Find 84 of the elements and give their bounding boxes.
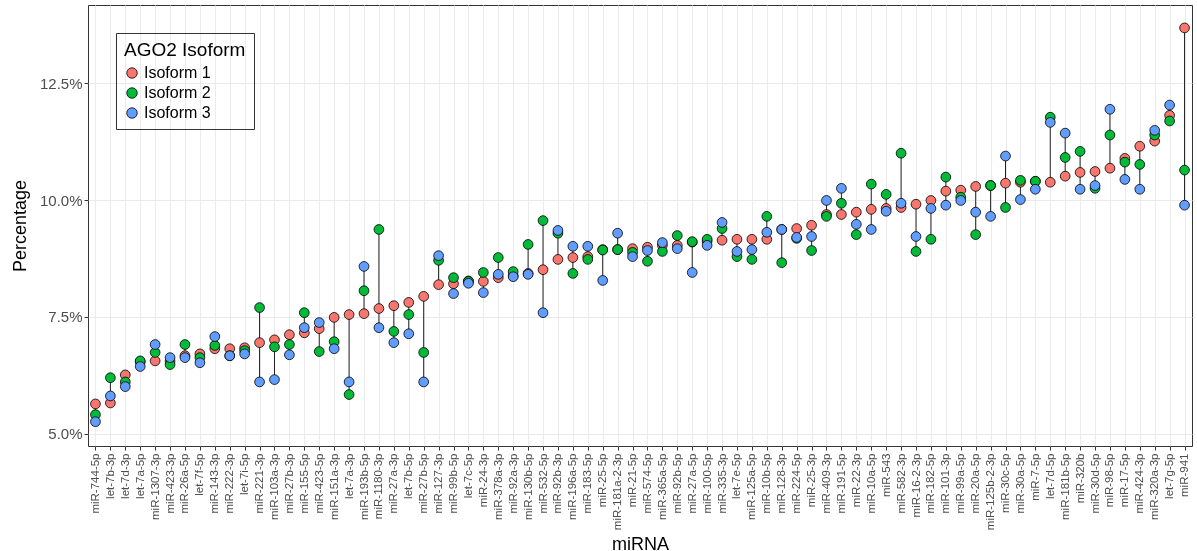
x-tick-label: miR-26a-5p — [178, 453, 191, 514]
legend-label: Isoform 3 — [144, 104, 211, 121]
x-axis-title: miRNA — [612, 534, 669, 551]
x-tick-label: miR-27b-5p — [417, 453, 430, 514]
x-tick-label: miR-335-3p — [715, 453, 728, 514]
x-tick-label: miR-151a-3p — [327, 453, 340, 520]
x-tick-label: miR-10b-5p — [760, 453, 773, 514]
x-tick-label: miR-222-3p — [223, 453, 236, 514]
x-tick-label: let-7f-5p — [193, 453, 206, 496]
x-tick-label: let-7e-5p — [730, 453, 743, 499]
legend-title: AGO2 Isoform — [124, 39, 246, 60]
x-tick-label: miR-191-5p — [834, 453, 847, 514]
x-tick-label: let-7b-5p — [402, 453, 415, 499]
x-tick-label: miR-320a-3p — [1148, 453, 1161, 520]
y-axis-title: Percentage — [9, 179, 30, 273]
x-tick-label: miR-99b-5p — [447, 453, 460, 514]
x-tick-label: miR-103a-3p — [267, 453, 280, 520]
x-tick-label: miR-125b-2-3p — [984, 453, 997, 531]
x-tick-label: miR-17-5p — [1118, 453, 1131, 508]
x-tick-label: miR-532-5p — [536, 453, 549, 514]
x-tick-label: miR-744-5p — [88, 453, 101, 514]
x-tick-label: let-7d-5p — [1043, 453, 1056, 499]
x-tick-label: miR-27a-3p — [387, 453, 400, 514]
x-tick-label: let-7c-5p — [461, 453, 474, 499]
x-tick-label: miR-92b-3p — [551, 453, 564, 514]
x-tick-label: miR-128-3p — [775, 453, 788, 514]
x-tick-label: miR-27b-3p — [282, 453, 295, 514]
x-tick-label: miR-409-3p — [819, 453, 832, 514]
x-tick-label: miR-196a-5p — [566, 453, 579, 520]
x-tick-label: miR-365a-5p — [655, 453, 668, 520]
x-tick-label: miR-193b-5p — [357, 453, 370, 520]
legend-label: Isoform 2 — [144, 84, 211, 101]
x-tick-label: let-7a-5p — [133, 453, 146, 499]
x-tick-label: miR-130b-5p — [521, 453, 534, 520]
x-tick-label: let-7g-5p — [1163, 453, 1176, 499]
x-tick-label: miR-543 — [879, 453, 892, 497]
x-tick-label: miR-25-3p — [805, 453, 818, 508]
x-tick-label: miR-127-3p — [432, 453, 445, 514]
y-tick-label: 10.0% — [39, 191, 83, 209]
x-tick-label: miR-183-5p — [581, 453, 594, 514]
y-tick-label: 12.5% — [39, 74, 83, 92]
x-tick-label: miR-7-5p — [1028, 453, 1041, 501]
y-tick-label: 7.5% — [48, 308, 83, 326]
x-tick-label: miR-21-5p — [626, 453, 639, 508]
x-tick-label: let-7a-3p — [342, 453, 355, 499]
x-tick-label: miR-92a-3p — [506, 453, 519, 514]
x-tick-label: miR-16-2-3p — [909, 453, 922, 518]
x-tick-label: let-7d-3p — [118, 453, 131, 499]
x-tick-label: miR-30c-5p — [999, 453, 1012, 513]
x-tick-label: miR-143-3p — [208, 453, 221, 514]
y-tick-label: 5.0% — [48, 425, 83, 443]
x-tick-label: let-7b-3p — [103, 453, 116, 499]
x-tick-label: miR-20a-5p — [969, 453, 982, 514]
x-tick-label: miR-182-5p — [924, 453, 937, 514]
x-tick-label: miR-125a-5p — [745, 453, 758, 520]
x-tick-label: miR-155-5p — [297, 453, 310, 514]
x-tick-label: miR-1307-3p — [148, 453, 161, 520]
x-tick-label: miR-221-3p — [253, 453, 266, 514]
x-tick-label: miR-320b — [1073, 453, 1086, 504]
x-tick-label: miR-423-3p — [163, 453, 176, 514]
x-tick-label: miR-24-3p — [476, 453, 489, 508]
x-tick-label: miR-101-3p — [939, 453, 952, 514]
x-tick-label: miR-10a-5p — [864, 453, 877, 514]
x-tick-label: miR-181a-2-3p — [611, 453, 624, 531]
x-tick-label: miR-30a-5p — [1013, 453, 1026, 514]
x-tick-label: miR-582-3p — [894, 453, 907, 514]
x-tick-label: miR-181b-5p — [1058, 453, 1071, 520]
x-tick-label: miR-941 — [1178, 453, 1191, 497]
x-tick-label: miR-92b-5p — [670, 453, 683, 514]
x-tick-label: miR-25-5p — [596, 453, 609, 508]
x-tick-label: miR-574-5p — [640, 453, 653, 514]
x-tick-label: miR-100-5p — [700, 453, 713, 514]
x-tick-label: miR-424-3p — [1133, 453, 1146, 514]
x-tick-label: miR-22-3p — [849, 453, 862, 508]
x-tick-label: let-7i-5p — [238, 453, 251, 496]
x-tick-label: miR-30d-5p — [1088, 453, 1101, 514]
x-tick-label: miR-1180-3p — [372, 453, 385, 520]
x-tick-label: miR-378a-3p — [491, 453, 504, 520]
legend-label: Isoform 1 — [144, 64, 211, 81]
x-tick-label: miR-98-5p — [1103, 453, 1116, 508]
x-tick-label: miR-27a-5p — [685, 453, 698, 514]
x-tick-label: miR-224-5p — [790, 453, 803, 514]
x-tick-label: miR-99a-5p — [954, 453, 967, 514]
x-tick-label: miR-423-5p — [312, 453, 325, 514]
